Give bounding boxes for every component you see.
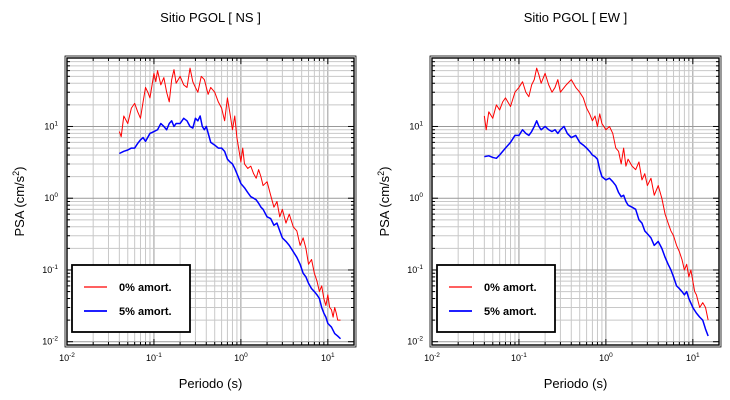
x-tick-exponent: 1 (331, 352, 335, 359)
y-tick-label: 10-2 (42, 336, 58, 347)
x-tick-base: 10 (234, 353, 244, 363)
x-axis-label: Periodo (s) (544, 376, 608, 391)
y-tick-exponent: -2 (417, 336, 423, 343)
x-tick-label: 10-1 (146, 352, 162, 363)
x-tick-label: 101 (686, 352, 700, 363)
legend-label: 0% amort. (119, 282, 172, 294)
chart-title: Sitio PGOL [ EW ] (524, 10, 628, 25)
legend-label: 5% amort. (119, 306, 172, 318)
y-tick-base: 10 (42, 265, 52, 275)
y-axis-label-text: PSA (cm/s (12, 175, 27, 236)
y-tick-base: 10 (409, 193, 419, 203)
x-tick-base: 10 (686, 353, 696, 363)
x-tick-exponent: -1 (521, 352, 527, 359)
y-tick-base: 10 (42, 337, 52, 347)
x-tick-exponent: 0 (244, 352, 248, 359)
y-tick-label: 101 (44, 120, 58, 131)
x-tick-label: 100 (234, 352, 248, 363)
y-tick-label: 10-1 (42, 264, 58, 275)
x-tick-label: 10-2 (59, 352, 75, 363)
x-tick-exponent: -1 (156, 352, 162, 359)
y-tick-label: 100 (44, 192, 58, 203)
x-axis-label: Periodo (s) (179, 376, 243, 391)
y-tick-exponent: -1 (417, 264, 423, 271)
x-tick-label: 101 (321, 352, 335, 363)
y-axis-label-close: ) (377, 166, 392, 170)
y-tick-base: 10 (44, 121, 54, 131)
x-tick-base: 10 (321, 353, 331, 363)
y-tick-exponent: 1 (54, 120, 58, 127)
x-tick-exponent: -2 (69, 352, 75, 359)
legend-label: 5% amort. (484, 306, 537, 318)
x-tick-base: 10 (511, 353, 521, 363)
x-tick-base: 10 (146, 353, 156, 363)
x-tick-base: 10 (59, 353, 69, 363)
y-tick-base: 10 (44, 193, 54, 203)
x-tick-exponent: -2 (434, 352, 440, 359)
y-tick-label: 10-1 (407, 264, 423, 275)
y-tick-base: 10 (409, 121, 419, 131)
x-tick-exponent: 0 (609, 352, 613, 359)
y-tick-exponent: 1 (419, 120, 423, 127)
x-tick-base: 10 (424, 353, 434, 363)
legend-box (437, 265, 555, 332)
y-tick-exponent: 0 (419, 192, 423, 199)
y-axis-label: PSA (cm/s2) (11, 166, 27, 236)
legend-label: 0% amort. (484, 282, 537, 294)
legend: 0% amort. 5% amort. (72, 265, 190, 332)
x-tick-exponent: 1 (696, 352, 700, 359)
x-tick-label: 10-2 (424, 352, 440, 363)
x-tick-label: 10-1 (511, 352, 527, 363)
y-tick-base: 10 (407, 265, 417, 275)
legend-box (72, 265, 190, 332)
chart-title: Sitio PGOL [ NS ] (160, 10, 261, 25)
y-tick-exponent: 0 (54, 192, 58, 199)
y-tick-label: 101 (409, 120, 423, 131)
y-tick-exponent: -2 (52, 336, 58, 343)
y-axis-label-text: PSA (cm/s (377, 175, 392, 236)
y-tick-label: 100 (409, 192, 423, 203)
y-tick-base: 10 (407, 337, 417, 347)
x-tick-label: 100 (599, 352, 613, 363)
y-axis-label: PSA (cm/s2) (376, 166, 392, 236)
y-tick-label: 10-2 (407, 336, 423, 347)
y-axis-label-close: ) (12, 166, 27, 170)
legend: 0% amort. 5% amort. (437, 265, 555, 332)
x-tick-base: 10 (599, 353, 609, 363)
y-tick-exponent: -1 (52, 264, 58, 271)
